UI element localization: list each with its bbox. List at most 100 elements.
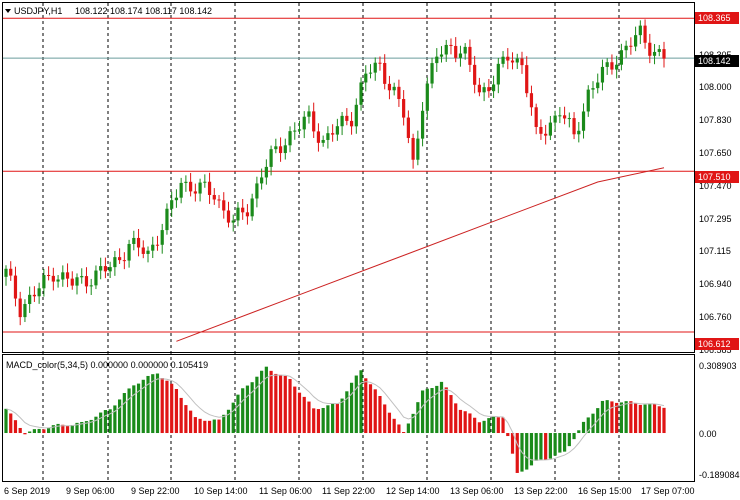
candle-body [321,139,325,143]
resistance-tag-text: 108.365 [698,13,731,23]
candle-body [28,294,32,304]
macd-bar [264,366,268,434]
candle-body [558,115,562,117]
macd-bar [146,375,150,434]
candle-body [387,83,392,91]
candle-body [70,278,74,286]
macd-bar [629,401,633,434]
candle-body [283,145,287,154]
candles [4,19,666,326]
macd-bar [364,378,368,434]
macd-bar [312,408,316,434]
macd-bar [515,433,519,473]
candle-body [406,117,410,138]
candle-body [37,288,41,297]
macd-bar [13,420,18,434]
candle-body [411,137,415,160]
macd-bar [468,413,472,434]
macd-bar [335,403,339,434]
price-tick: 108.000 [699,82,732,92]
candle-body [56,279,60,282]
macd-bar [397,424,401,434]
candle-body [231,220,235,223]
candle-body [629,45,633,47]
macd-bar [75,422,79,434]
macd-bar [222,414,226,434]
macd-bar [170,383,174,434]
macd-bar [420,390,425,434]
candle-body [293,130,297,132]
candle-body [207,181,212,195]
macd-bar [548,433,552,459]
macd-bar [255,376,259,434]
price-tick: 107.830 [699,115,732,125]
macd-bar [567,433,571,447]
macd-bar [155,373,160,434]
candle-body [307,111,311,117]
candle-body [75,277,79,286]
macd-histogram [4,366,666,473]
macd-bar [525,433,529,470]
candle-body [274,146,278,150]
candle-body [278,146,283,154]
candle-body [615,64,619,70]
macd-bar [605,400,609,434]
macd-bar [510,433,515,454]
candle-body [444,44,448,55]
macd-bar [558,433,562,453]
macd-bar [51,425,55,434]
macd-bar [80,421,84,434]
macd-bar [307,401,311,434]
candle-body [331,133,335,135]
macd-bar [340,398,344,434]
candle-body [652,51,657,56]
support-low-tag [695,338,739,350]
macd-bar [619,402,623,434]
candle-body [108,267,112,272]
macd-bar [99,412,103,434]
time-tick: 9 Sep 06:00 [66,486,115,496]
macd-bar [84,421,89,434]
candle-body [250,198,254,217]
candle-body [449,44,453,46]
candle-body [264,166,268,178]
candle-body [89,285,93,287]
candle-body [340,115,344,127]
candle-body [482,87,486,93]
candle-body [548,122,552,136]
macd-bar [141,379,145,434]
macd-bar [439,381,444,434]
candle-body [212,194,216,200]
macd-bar [392,418,396,434]
candle-body [529,93,534,108]
candle-body [397,86,401,100]
macd-bar [297,392,302,434]
moving-average [176,167,665,342]
macd-signal-line [5,374,665,461]
macd-tick: -0.189084 [699,470,740,480]
candle-body [345,115,349,121]
candle-body [577,130,581,135]
symbol-dropdown-icon[interactable] [5,9,11,13]
time-tick: 16 Sep 15:00 [578,486,632,496]
macd-bar [94,416,98,434]
price-scale[interactable]: 108.305 108.000 107.830 107.650 107.470 … [699,50,732,355]
macd-bar [473,417,477,434]
candle-body [439,54,444,57]
macd-bar [118,399,122,434]
macd-bar [416,402,420,434]
time-tick: 6 Sep 2019 [4,486,50,496]
price-tick: 107.470 [699,181,732,191]
macd-bar [245,385,250,434]
time-tick: 11 Sep 22:00 [322,486,375,496]
macd-bar [28,431,32,434]
macd-bar [444,387,448,434]
macd-scale[interactable]: 0.308903 0.00 -0.189084 [699,361,740,480]
candle-body [84,276,89,287]
candle-body [189,181,193,192]
macd-bar [553,433,557,456]
time-axis[interactable]: 6 Sep 2019 9 Sep 06:00 9 Sep 22:00 10 Se… [4,486,695,496]
support-mid-tag [695,171,739,183]
